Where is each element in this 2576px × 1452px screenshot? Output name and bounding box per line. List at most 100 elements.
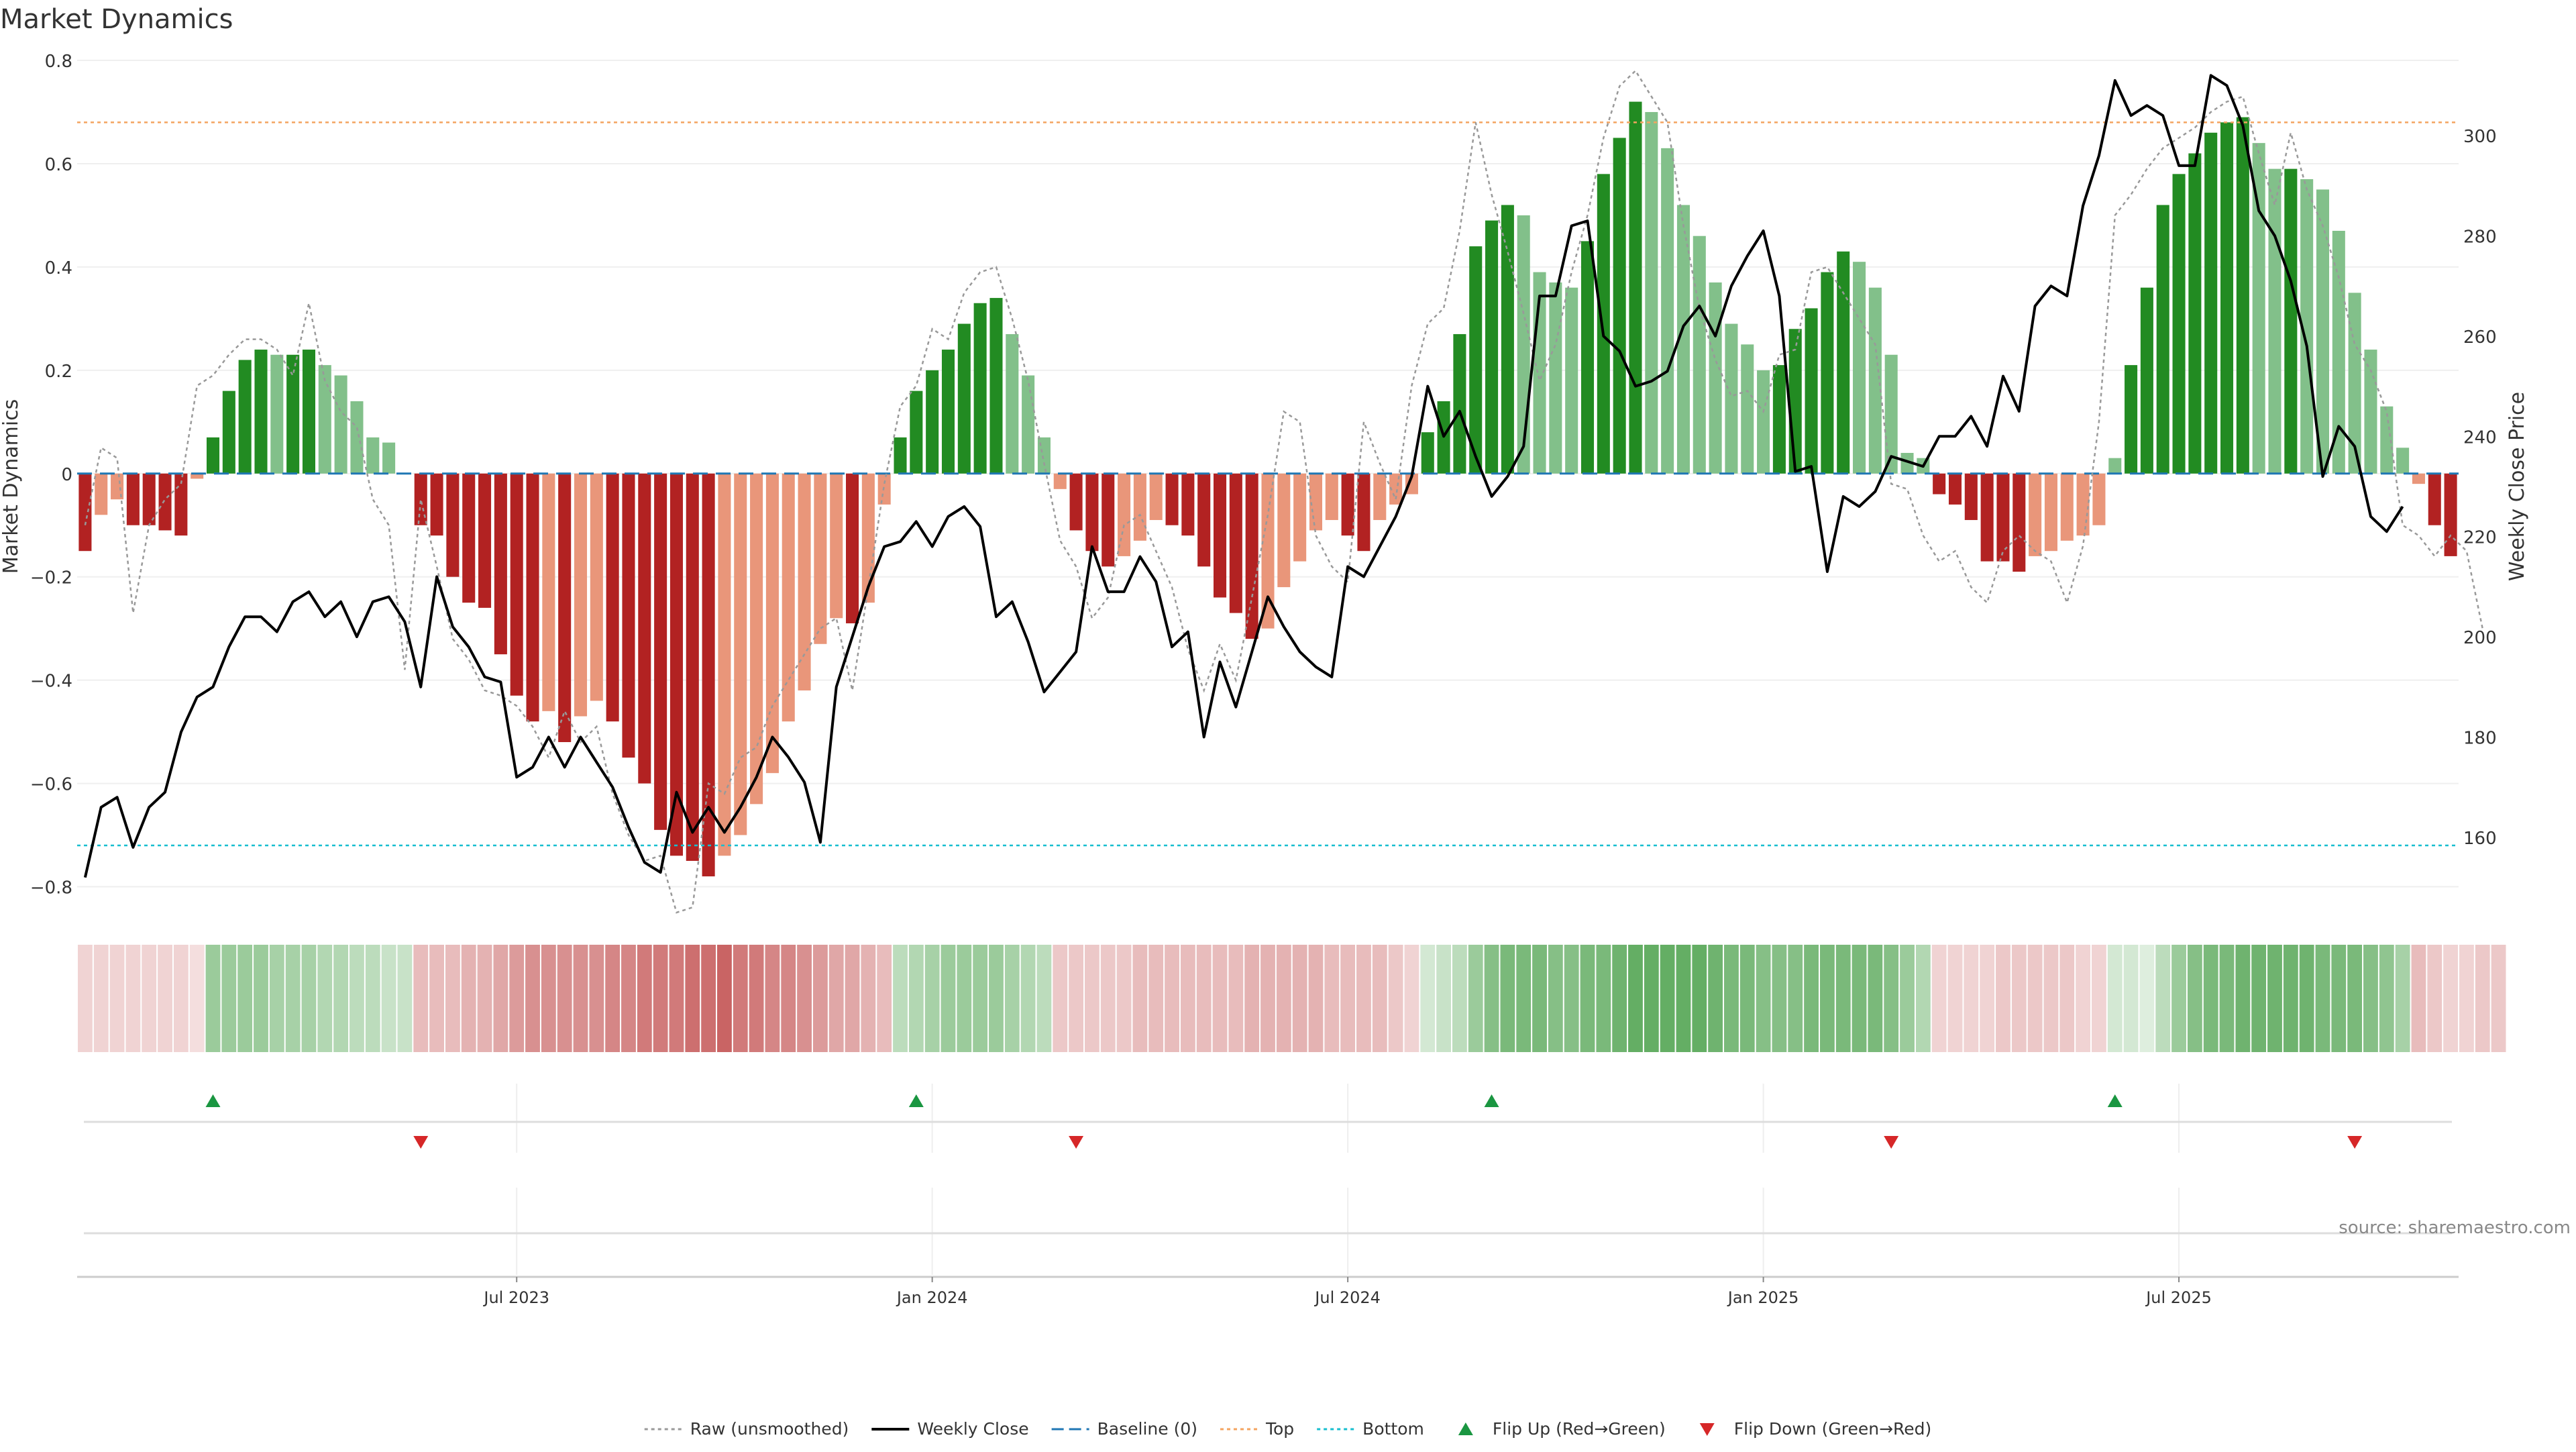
momentum-bar [1165,473,1179,525]
heat-cell [1644,945,1659,1052]
heat-cell [125,945,141,1052]
y-tick-label: 0.8 [45,52,72,72]
momentum-bar [734,473,747,835]
heat-cell [2011,945,2027,1052]
momentum-bar [1821,272,1834,474]
reference-lines [77,121,2459,847]
momentum-bar [2204,132,2218,474]
momentum-bar [1421,432,1434,474]
heat-cell [1053,945,1068,1052]
momentum-bar [1357,473,1371,552]
heat-cell [877,945,892,1052]
momentum-bar [2364,350,2377,474]
momentum-bar [382,442,396,474]
heat-cell [2092,945,2106,1052]
heat-cell [158,945,172,1052]
heat-cell [1468,945,1483,1052]
momentum-bar [494,473,507,655]
heat-cell [1196,945,1212,1052]
heat-cell [350,945,364,1052]
heat-cell [605,945,621,1052]
momentum-bar [174,473,188,536]
heat-cell [717,945,732,1052]
heat-cell [2203,945,2218,1052]
y-axis-title: Market Dynamics [0,399,23,574]
heat-cell [493,945,508,1052]
heat-cell [1484,945,1499,1052]
heat-cell [573,945,588,1052]
heat-cell [1356,945,1371,1052]
momentum-bar [2284,168,2298,474]
momentum-bar [590,473,603,701]
series-lines [83,69,2483,914]
heat-cell [1724,945,1739,1052]
heat-cell [1420,945,1436,1052]
source-note: source: sharemaestro.com [2339,1218,2571,1238]
heat-cell [2219,945,2235,1052]
heat-cell [2059,945,2075,1052]
momentum-bar [2428,473,2441,525]
x-tick-label: Jan 2025 [1727,1288,1799,1307]
momentum-bar [1837,251,1850,474]
momentum-bar [1245,473,1258,639]
momentum-bar [1309,473,1323,531]
y-tick-label: 0.6 [45,155,72,175]
axes: 0.8 0.6 0.4 0.2 0 −0.2 −0.4 −0.6 −0.8 300 280 260 24… [0,52,2529,898]
momentum-bar [2044,473,2057,552]
momentum-bar [1805,308,1818,474]
momentum-bar [1597,174,1610,474]
momentum-bar [2236,117,2249,474]
momentum-bar [430,473,443,536]
heat-cell [2459,945,2474,1052]
momentum-bar [622,473,635,758]
momentum-bar [2029,473,2042,556]
momentum-bar [1149,473,1163,521]
momentum-bar [1613,138,1626,474]
momentum-bar [254,350,268,474]
heat-cell [2027,945,2043,1052]
x-axis: Jul 2023 Jan 2024 Jul 2024 Jan 2025 Jul 2025 [77,1276,2459,1307]
heat-cell [2171,945,2186,1052]
heat-cell [1804,945,1819,1052]
heat-cell [845,945,860,1052]
heat-cell [908,945,924,1052]
heat-cell [2299,945,2314,1052]
heat-cell [365,945,380,1052]
momentum-bar [2348,293,2361,474]
heat-cell [237,945,253,1052]
heat-cell [685,945,700,1052]
heat-cell [1404,945,1419,1052]
heat-cell [301,945,317,1052]
heat-cell [1500,945,1515,1052]
momentum-bars [78,101,2457,877]
heat-cell [1292,945,1307,1052]
momentum-bar [910,391,923,474]
heat-cell [1148,945,1164,1052]
momentum-bar [750,473,763,805]
momentum-bar [1501,205,1514,474]
momentum-bar [2268,168,2282,474]
heat-cell [1532,945,1547,1052]
momentum-bar [126,473,140,525]
heat-cell [1628,945,1643,1052]
heat-cell [1996,945,2010,1052]
heat-cell [2187,945,2202,1052]
momentum-bar [1389,473,1403,505]
momentum-bar [510,473,523,696]
heat-cell [1212,945,1228,1052]
heat-cell [1340,945,1356,1052]
heat-cell [1676,945,1691,1052]
heat-cell [812,945,828,1052]
heat-cell [589,945,604,1052]
heat-cell [1915,945,1931,1052]
momentum-bar [2125,365,2138,474]
heat-cell [173,945,189,1052]
momentum-bar [1373,473,1387,521]
momentum-bar [1980,473,1994,562]
momentum-bar [1693,236,1706,474]
momentum-bar [1453,333,1466,474]
heat-cell [557,945,572,1052]
heat-cell [2251,945,2267,1052]
momentum-bar [1133,473,1146,541]
